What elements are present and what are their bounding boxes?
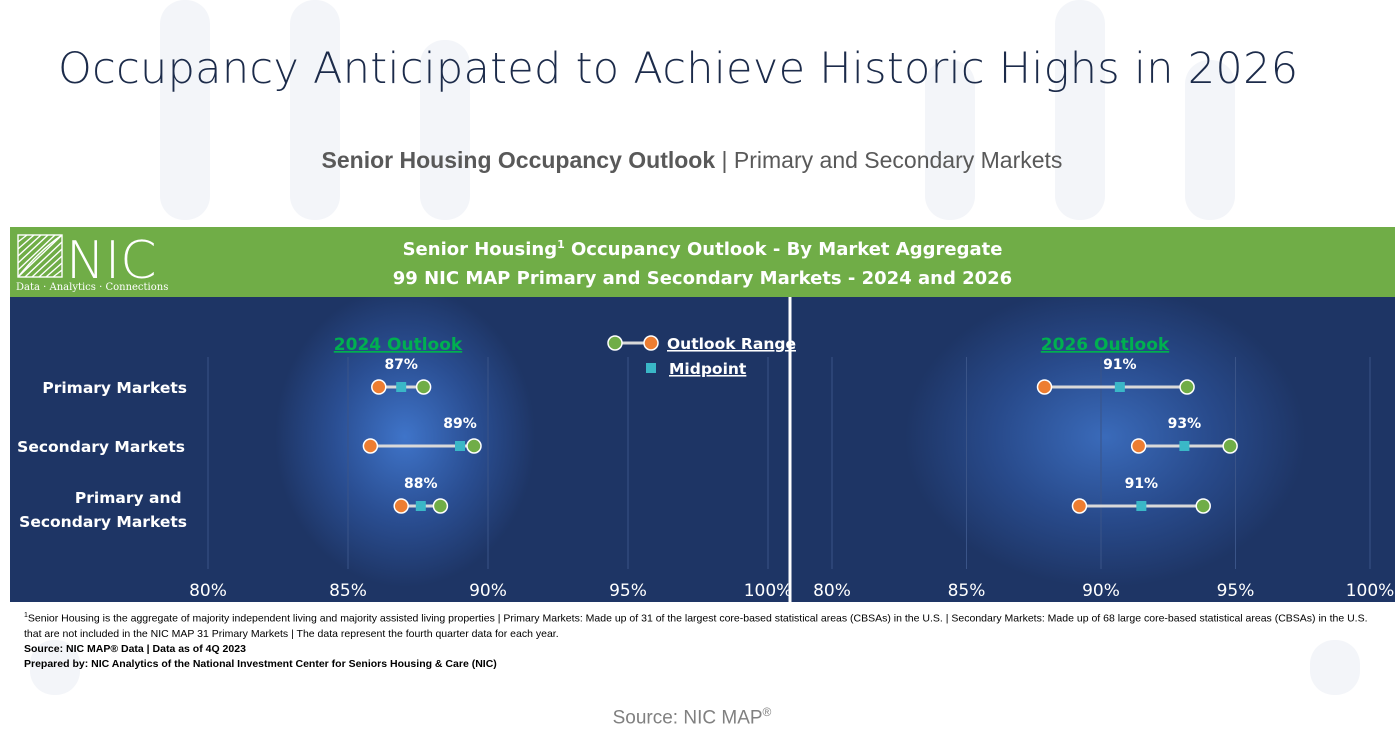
chart-title-part-b: Occupancy Outlook - By Market Aggregate [564,239,1003,260]
midpoint-marker [415,501,426,511]
slide-title: Occupancy Anticipated to Achieve Histori… [58,44,1299,94]
panel-glow [275,297,535,587]
x-tick-label: 95% [609,581,647,601]
midpoint-marker [1114,382,1125,392]
midpoint-marker [396,382,407,392]
category-label: Primary and Secondary Markets [19,489,187,531]
footnote-definitions: 1Senior Housing is the aggregate of majo… [24,608,1374,642]
background-decoration [30,640,80,695]
x-tick-label: 85% [329,581,367,601]
footnote-source: Source: NIC MAP® Data | Data as of 4Q 20… [24,642,246,655]
nic-logo-text: NIC [66,231,157,291]
background-decoration [925,60,975,220]
category-label: Primary Markets [42,379,187,397]
background-decoration [1185,60,1235,220]
chart-title-line1: Senior Housing1 Occupancy Outlook - By M… [310,238,1095,260]
footnotes: 1Senior Housing is the aggregate of majo… [24,608,1374,672]
x-tick-label: 95% [1217,581,1255,601]
high-marker [1195,498,1211,514]
x-tick-label: 100% [744,581,793,601]
high-marker [466,438,482,454]
x-tick-label: 80% [189,581,227,601]
low-marker [1071,498,1088,514]
chart-header: NIC Data · Analytics · Connections Senio… [10,227,1395,297]
high-marker [415,379,432,395]
x-tick-label: 85% [948,581,986,601]
x-tick-label: 90% [469,581,507,601]
x-tick-label: 100% [1346,581,1395,601]
nic-logo: NIC [17,231,157,291]
midpoint-marker [455,441,465,451]
high-marker [1222,438,1238,454]
high-marker [432,498,449,514]
x-tick-label: 80% [813,581,851,601]
panel-glow [905,297,1305,587]
category-label-line2: Secondary Markets [19,513,187,531]
category-label-line1: Primary and [75,489,182,507]
legend-range-label: Outlook Range [667,335,796,353]
legend-high-marker [607,335,623,351]
x-tick-label: 90% [1082,581,1120,601]
footnote-mark: 1 [24,612,28,619]
low-marker [371,379,387,395]
midpoint-data-label: 91% [1103,357,1137,373]
low-marker [1130,438,1147,454]
slide-subtitle: Senior Housing Occupancy Outlook | Prima… [0,147,1384,174]
background-decoration [1310,640,1360,695]
low-marker [1036,379,1053,395]
subtitle-rest: | Primary and Secondary Markets [715,147,1063,173]
chart-body: Primary Markets Secondary Markets Primar… [10,297,1395,602]
legend: Outlook Range Midpoint [607,335,796,378]
footnote-text: Senior Housing is the aggregate of major… [24,612,1368,640]
slide-source: Source: NIC MAP® [0,705,1384,729]
panel-title-2026: 2026 Outlook [1041,335,1170,355]
panel-title-2024: 2024 Outlook [334,335,463,355]
footnote-prepared-by: Prepared by: NIC Analytics of the Nation… [24,657,497,670]
category-label: Secondary Markets [17,438,185,456]
background-decoration [290,0,340,220]
slide-source-mark: ® [762,705,772,719]
low-marker [393,498,409,514]
chart-title-footnote-mark: 1 [557,238,565,251]
chart-figure: NIC Data · Analytics · Connections Senio… [10,227,1395,602]
low-marker [362,438,379,454]
subtitle-bold: Senior Housing Occupancy Outlook [321,147,716,173]
chart-title-line2: 99 NIC MAP Primary and Secondary Markets… [392,268,1013,289]
chart-title-part-a: Senior Housing [402,239,558,260]
legend-midpoint-label: Midpoint [669,360,747,378]
slide-source-label: Source: NIC MAP [612,707,763,729]
midpoint-marker [1179,441,1190,451]
nic-tagline: Data · Analytics · Connections [16,282,169,293]
high-marker [1179,379,1195,395]
plot-area: 80% 85% 90% 95% 100% 87% 89% 88% 80% 85% 90% 95% 100… [189,357,1394,601]
legend-midpoint-marker [646,363,656,373]
background-decoration [1055,0,1105,220]
midpoint-data-label: 93% [1168,416,1202,432]
midpoint-data-label: 88% [404,476,438,492]
background-decoration [160,0,210,220]
midpoint-marker [1136,501,1147,511]
midpoint-data-label: 87% [384,357,418,373]
midpoint-data-label: 89% [443,416,477,432]
background-decoration [420,40,470,220]
midpoint-data-label: 91% [1125,476,1159,492]
legend-low-marker [643,335,659,351]
nic-logo-mark [17,234,63,278]
